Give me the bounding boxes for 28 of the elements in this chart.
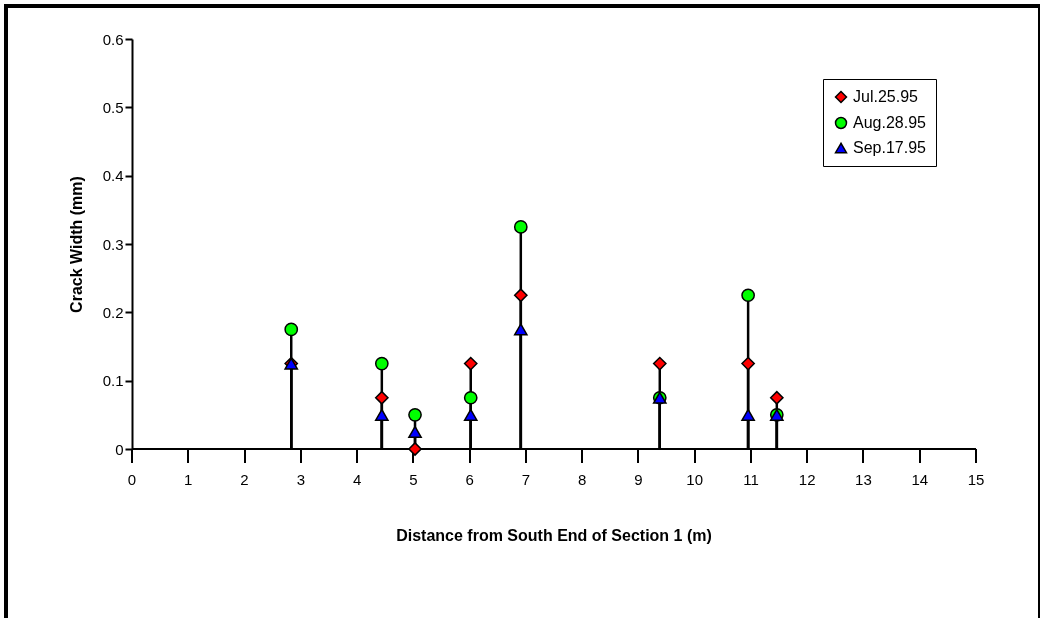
x-tick-label: 5 <box>409 471 418 488</box>
y-axis-title: Crack Width (mm) <box>67 176 85 313</box>
x-tick-label: 10 <box>686 471 704 488</box>
legend-label: Sep.17.95 <box>853 139 927 156</box>
x-tick-label: 6 <box>465 471 474 488</box>
x-tick-label: 7 <box>521 471 531 488</box>
y-tick-label: 0.5 <box>102 98 124 116</box>
x-tick-label: 15 <box>967 471 985 488</box>
x-tick-label: 12 <box>798 471 816 488</box>
y-tick-label: 0.1 <box>102 372 124 390</box>
x-tick-label: 4 <box>352 471 362 488</box>
y-tick-label: 0.2 <box>102 303 124 321</box>
x-tick-label: 3 <box>296 471 305 488</box>
y-tick-label: 0.4 <box>102 167 124 185</box>
x-tick-label: 2 <box>240 471 249 488</box>
y-tick-label: 0 <box>115 440 124 458</box>
y-tick-label: 0.6 <box>102 30 124 48</box>
legend-label: Aug.28.95 <box>853 114 927 131</box>
x-axis-title: Distance from South End of Section 1 (m) <box>396 527 712 544</box>
x-tick-label: 13 <box>855 471 872 488</box>
y-tick-label: 0.3 <box>102 235 124 253</box>
x-tick-label: 0 <box>127 471 137 488</box>
x-tick-label: 9 <box>634 471 643 488</box>
legend-label: Jul.25.95 <box>853 88 919 105</box>
x-tick-label: 11 <box>743 471 759 488</box>
x-tick-label: 1 <box>184 471 193 488</box>
x-tick-label: 8 <box>577 471 587 488</box>
x-tick-label: 14 <box>911 471 929 488</box>
